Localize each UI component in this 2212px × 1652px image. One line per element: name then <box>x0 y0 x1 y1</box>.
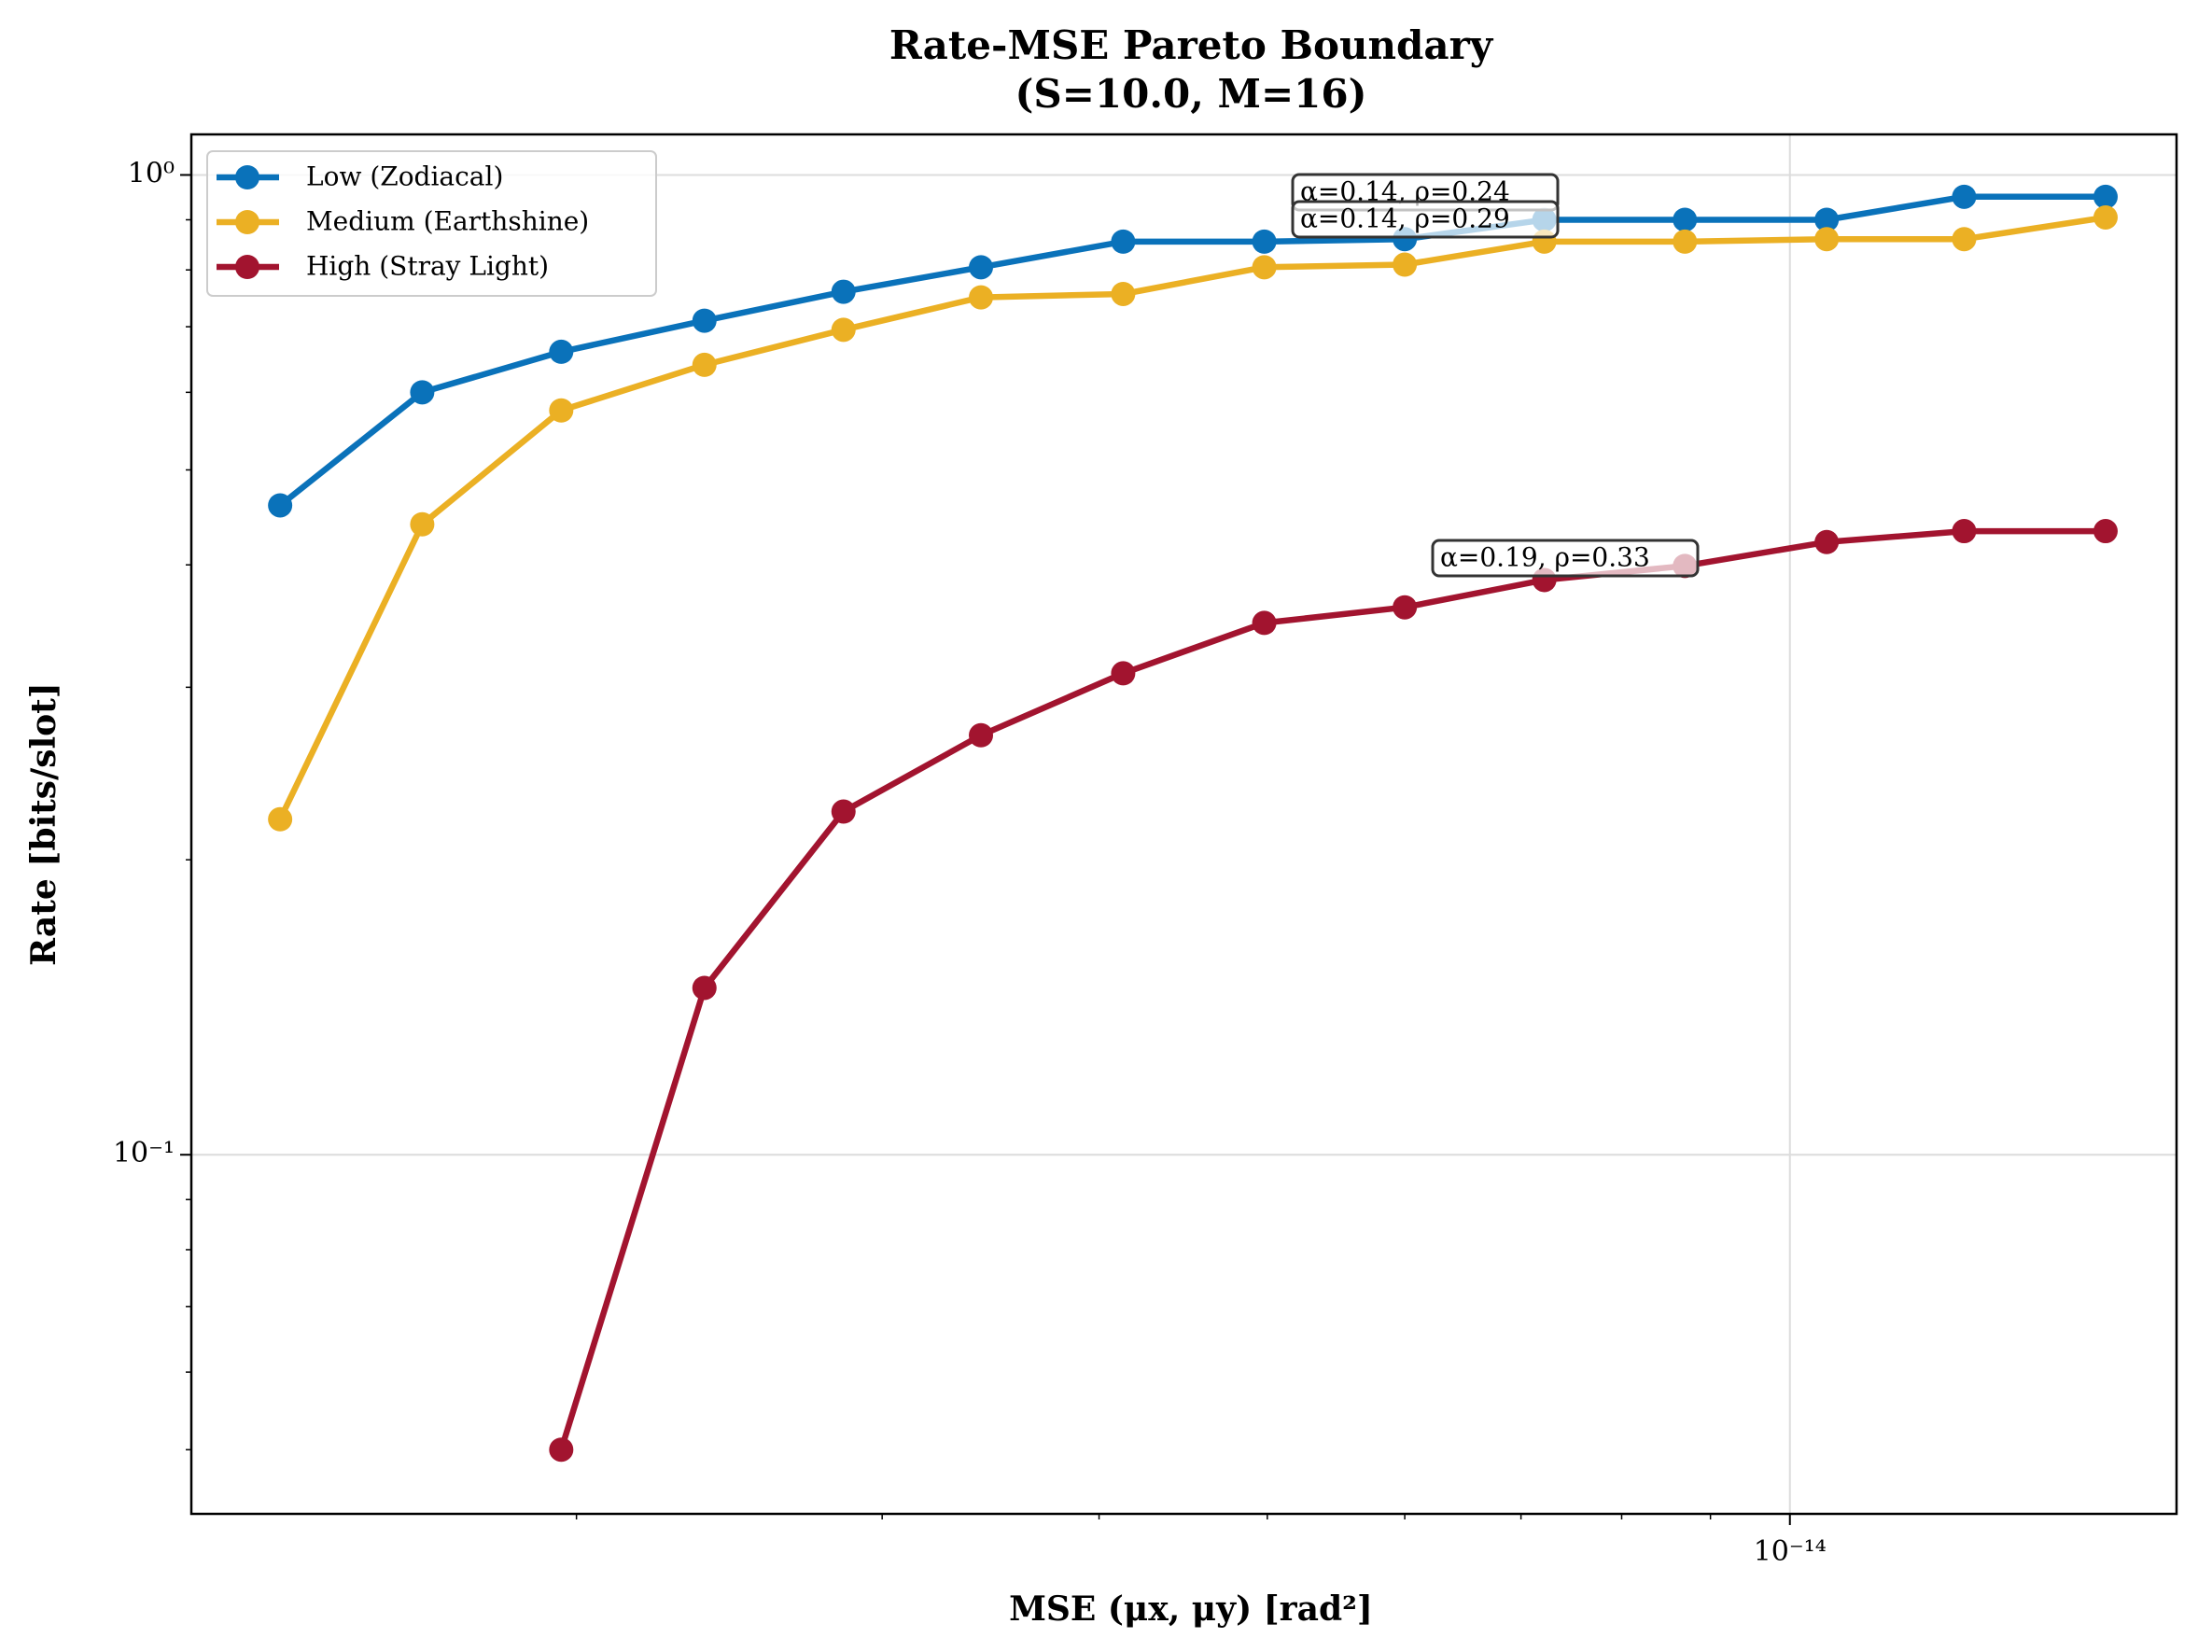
legend-label: Medium (Earthshine) <box>306 206 589 237</box>
data-point <box>549 1437 574 1463</box>
legend-marker <box>235 165 259 189</box>
plot-frame <box>189 133 2178 1516</box>
data-point <box>268 493 293 518</box>
data-point <box>1111 661 1136 686</box>
data-point <box>1252 610 1277 636</box>
annotation: α=0.14, ρ=0.29 <box>1300 203 1510 234</box>
data-point <box>549 339 574 364</box>
y-tick-label: 10⁻¹ <box>113 1137 175 1169</box>
data-point <box>2093 184 2118 209</box>
data-point <box>549 398 574 423</box>
data-point <box>1952 519 1977 544</box>
data-point <box>1393 252 1418 277</box>
data-point <box>969 285 994 310</box>
data-point <box>969 722 994 748</box>
annotation: α=0.19, ρ=0.33 <box>1440 542 1650 573</box>
data-point <box>1952 227 1977 252</box>
chart-subtitle: (S=10.0, M=16) <box>1015 71 1367 117</box>
data-point <box>831 279 856 304</box>
data-point <box>410 511 435 537</box>
data-point <box>692 975 717 1001</box>
data-point <box>969 255 994 280</box>
legend-marker <box>235 210 259 234</box>
data-point <box>1252 229 1277 254</box>
data-point <box>1673 207 1698 232</box>
data-point <box>268 806 293 832</box>
data-point <box>831 317 856 343</box>
data-point <box>831 799 856 824</box>
series-line <box>277 214 2107 821</box>
data-point <box>2093 204 2118 230</box>
data-point <box>1952 184 1977 209</box>
data-point <box>692 308 717 333</box>
y-axis-label: Rate [bits/slot] <box>24 682 63 966</box>
legend-box <box>206 150 657 297</box>
data-point <box>1111 281 1136 306</box>
data-point <box>1814 227 1840 252</box>
data-point <box>1111 229 1136 254</box>
chart-title: Rate-MSE Pareto Boundary <box>889 22 1494 68</box>
annotation-box <box>1431 539 1700 578</box>
data-point <box>2093 519 2118 544</box>
legend-label: Low (Zodiacal) <box>306 161 503 192</box>
legend-label: High (Stray Light) <box>306 251 549 282</box>
data-point <box>1814 207 1840 232</box>
data-point <box>1673 229 1698 254</box>
series-line <box>558 527 2106 1451</box>
series-line <box>278 193 2106 509</box>
data-point <box>1393 595 1418 620</box>
data-point <box>1252 255 1277 280</box>
x-axis-label: MSE (μx, μy) [rad²] <box>1009 1589 1373 1629</box>
y-tick-label: 10⁰ <box>128 157 175 189</box>
data-point <box>1814 529 1840 554</box>
annotation-box <box>1291 200 1560 239</box>
data-point <box>410 380 435 405</box>
data-point <box>692 352 717 377</box>
legend-marker <box>235 255 259 279</box>
x-tick-label: 10⁻¹⁴ <box>1754 1535 1827 1568</box>
